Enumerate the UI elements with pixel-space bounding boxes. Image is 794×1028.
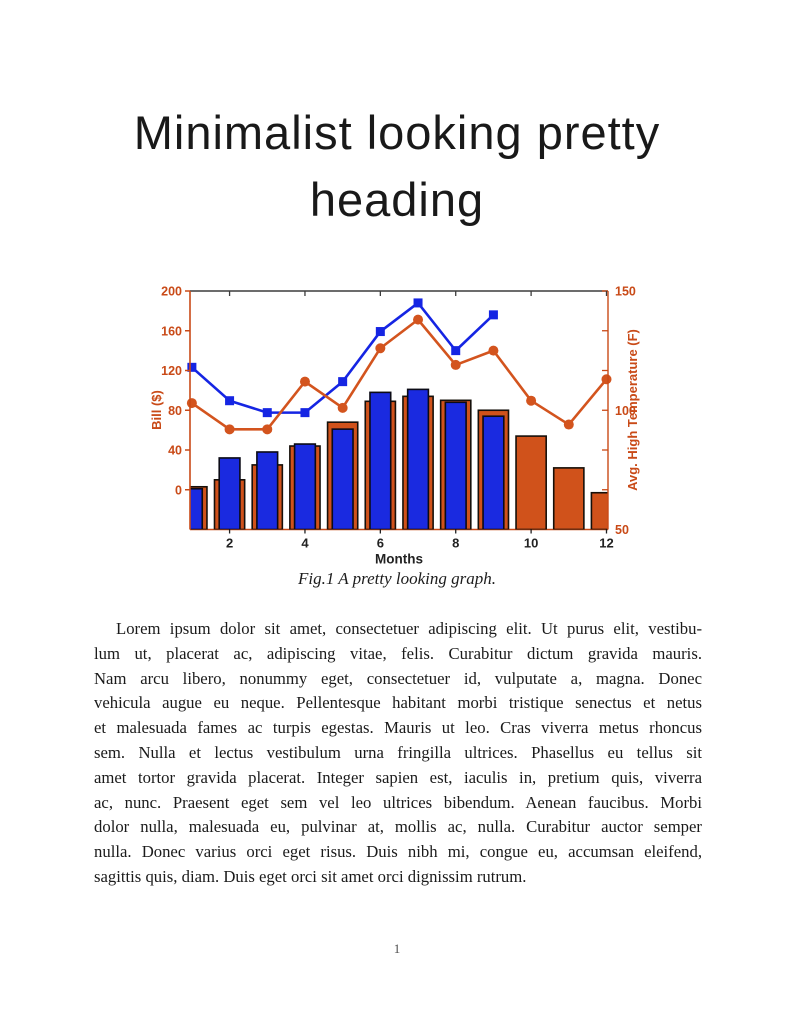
right-axis-tick-label: 100 bbox=[615, 404, 636, 418]
x-axis-tick-label: 6 bbox=[377, 536, 384, 551]
x-axis-tick-label: 4 bbox=[301, 536, 309, 551]
bill-bars-orange bbox=[552, 467, 585, 530]
temperature-line-orange-marker bbox=[563, 419, 574, 430]
body-line: et malesuada fames ac turpis egestas. Ma… bbox=[94, 718, 702, 738]
bill-bars-blue bbox=[482, 415, 505, 530]
figure-chart: 0 40 80 120 160 200 50 100 150 2 4 6 8 10 12 Months Bill… bbox=[137, 272, 659, 570]
temperature-line-blue-marker bbox=[488, 310, 498, 320]
x-axis-tick-label: 10 bbox=[524, 536, 538, 551]
temperature-line-orange-marker bbox=[526, 395, 537, 406]
bill-bars-blue bbox=[190, 487, 204, 530]
right-axis-tick-label: 50 bbox=[615, 523, 629, 537]
title-line-2: heading bbox=[309, 173, 485, 226]
temperature-line-orange-marker bbox=[224, 424, 235, 435]
temperature-line-orange-marker bbox=[375, 343, 386, 354]
temperature-line-orange-path bbox=[191, 318, 608, 431]
x-axis-tick-label: 2 bbox=[226, 536, 233, 551]
temperature-line-blue-marker bbox=[451, 346, 461, 356]
body-paragraph: Lorem ipsum dolor sit amet, consectetuer… bbox=[94, 617, 702, 890]
body-line: Nam arcu libero, nonummy eget, consectet… bbox=[94, 668, 702, 688]
left-axis-tick-label: 120 bbox=[161, 364, 182, 378]
title-line-1: Minimalist looking pretty bbox=[133, 106, 661, 159]
bill-bars-orange bbox=[515, 435, 547, 530]
bill-bars-blue bbox=[218, 457, 241, 530]
bill-bars-blue bbox=[444, 401, 467, 530]
page-number: 1 bbox=[393, 941, 401, 956]
bill-bars-blue bbox=[293, 443, 317, 530]
left-axis-tick-label: 0 bbox=[175, 483, 182, 497]
temperature-line-orange-marker bbox=[488, 345, 499, 356]
temperature-line-orange-marker bbox=[299, 376, 310, 387]
figure-caption: Fig.1 A pretty looking graph. bbox=[297, 569, 496, 588]
x-axis-label: Months bbox=[375, 552, 423, 567]
body-line: lum ut, placerat ac, adipiscing vitae, f… bbox=[94, 643, 702, 663]
body-line: amet tortor gravida placerat. Integer sa… bbox=[94, 767, 702, 787]
body-line: sagittis quis, diam. Duis eget orci sit … bbox=[94, 866, 527, 886]
bill-bars-blue bbox=[406, 388, 430, 530]
bill-temperature-chart: 0 40 80 120 160 200 50 100 150 2 4 6 8 10 12 Months Bill… bbox=[149, 285, 640, 567]
body-line: vehicula augue eu neque. Pellentesque ha… bbox=[94, 693, 702, 713]
left-y-axis-label: Bill ($) bbox=[149, 390, 164, 430]
temperature-line-blue-marker bbox=[300, 408, 310, 418]
temperature-line-orange-marker bbox=[337, 402, 348, 413]
temperature-line-orange-marker bbox=[413, 314, 424, 325]
document-title: Minimalist looking pretty heading bbox=[0, 99, 794, 233]
left-axis-tick-label: 160 bbox=[161, 324, 182, 338]
temperature-line-orange-marker bbox=[186, 398, 197, 409]
left-axis-tick-label: 200 bbox=[161, 285, 182, 299]
temperature-line-blue-marker bbox=[338, 377, 348, 387]
body-line: dolor nulla, malesuada eu, pulvinar at, … bbox=[94, 817, 702, 837]
right-y-axis-label: Avg. High Temperature (F) bbox=[625, 329, 640, 491]
temperature-line-blue-marker bbox=[225, 396, 235, 406]
temperature-line-blue-marker bbox=[413, 298, 423, 308]
bill-bars-blue bbox=[256, 451, 279, 530]
temperature-line-orange-marker bbox=[601, 374, 612, 385]
body-line: Lorem ipsum dolor sit amet, consectetuer… bbox=[116, 619, 702, 638]
temperature-line-blue-marker bbox=[187, 362, 197, 372]
right-axis-tick-label: 150 bbox=[615, 285, 636, 299]
left-axis-tick-label: 80 bbox=[168, 404, 182, 418]
body-line: nulla. Donec varius orci eget risus. Dui… bbox=[94, 842, 702, 862]
body-line: sem. Nulla et lectus vestibulum urna fri… bbox=[94, 742, 702, 762]
body-line: ac, nunc. Praesent eget sem vel leo ultr… bbox=[94, 792, 702, 812]
bill-bars-blue bbox=[369, 391, 392, 530]
temperature-line-orange-marker bbox=[450, 359, 461, 370]
x-axis-tick-label: 12 bbox=[599, 536, 613, 551]
temperature-line-orange-marker bbox=[262, 424, 273, 435]
temperature-line-blue-marker bbox=[262, 408, 272, 418]
bill-bars-blue bbox=[331, 428, 354, 530]
left-axis-tick-label: 40 bbox=[168, 444, 182, 458]
temperature-line-blue-marker bbox=[375, 327, 385, 337]
x-axis-tick-label: 8 bbox=[452, 536, 459, 551]
